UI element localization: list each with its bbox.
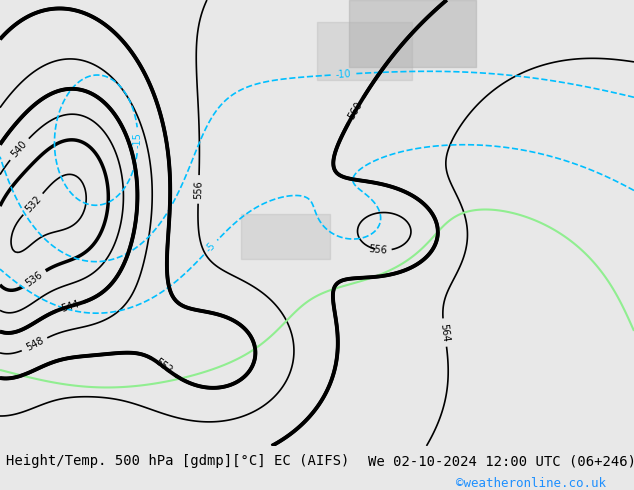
Text: We 02-10-2024 12:00 UTC (06+246): We 02-10-2024 12:00 UTC (06+246) bbox=[368, 454, 634, 468]
Text: 556: 556 bbox=[368, 244, 387, 255]
Text: -5: -5 bbox=[204, 241, 217, 254]
Text: 556: 556 bbox=[193, 180, 204, 199]
Text: -10: -10 bbox=[335, 69, 352, 80]
Text: 536: 536 bbox=[23, 270, 44, 288]
Text: 540: 540 bbox=[10, 139, 29, 159]
Text: 560: 560 bbox=[347, 100, 365, 121]
Text: 544: 544 bbox=[60, 299, 81, 314]
Text: 532: 532 bbox=[23, 194, 43, 215]
Text: 564: 564 bbox=[439, 323, 451, 343]
Text: 548: 548 bbox=[24, 336, 45, 353]
Text: ©weatheronline.co.uk: ©weatheronline.co.uk bbox=[456, 477, 607, 490]
Text: Height/Temp. 500 hPa [gdmp][°C] EC (AIFS): Height/Temp. 500 hPa [gdmp][°C] EC (AIFS… bbox=[6, 454, 350, 468]
Text: 552: 552 bbox=[153, 357, 174, 376]
Text: -15: -15 bbox=[133, 132, 143, 148]
